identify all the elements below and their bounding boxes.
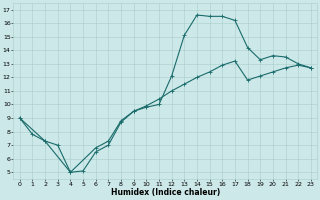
X-axis label: Humidex (Indice chaleur): Humidex (Indice chaleur) xyxy=(111,188,220,197)
